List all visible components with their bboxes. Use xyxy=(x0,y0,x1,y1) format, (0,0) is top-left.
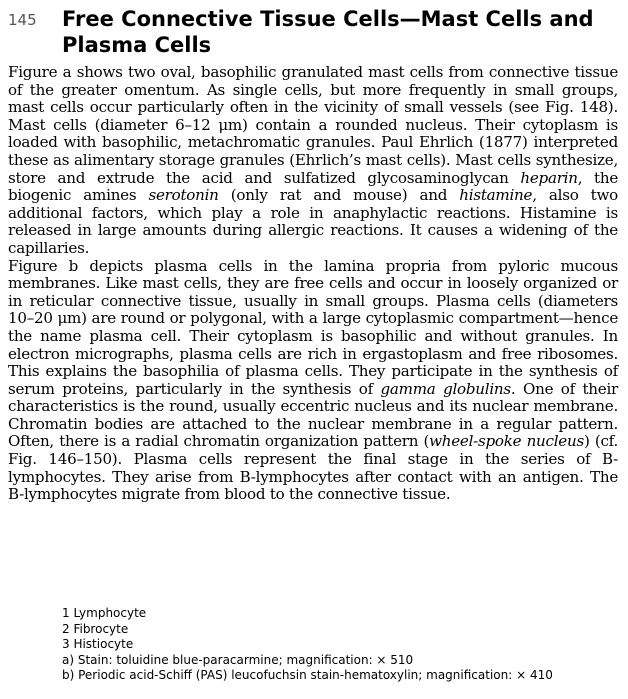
term-serotonin: serotonin xyxy=(149,186,219,204)
legend-item: 2 Fibrocyte xyxy=(62,622,602,638)
figure-number: 145 xyxy=(8,11,37,29)
figure-legend: 1 Lymphocyte 2 Fibrocyte 3 Histiocyte a)… xyxy=(62,606,602,684)
term-wheel-spoke-nucleus: wheel-spoke nucleus xyxy=(429,432,584,450)
paragraph-plasma-cells: Figure b depicts plasma cells in the lam… xyxy=(8,258,618,504)
body-text: Figure a shows two oval, basophilic gran… xyxy=(8,64,618,504)
term-histamine: histamine xyxy=(459,186,532,204)
term-gamma-globulins: gamma globulins xyxy=(381,380,511,398)
paragraph-mast-cells: Figure a shows two oval, basophilic gran… xyxy=(8,64,618,258)
text-run: Figure b depicts plasma cells in the lam… xyxy=(8,257,618,398)
page-title: Free Connective Tissue Cells—Mast Cells … xyxy=(62,6,618,58)
legend-item: 1 Lymphocyte xyxy=(62,606,602,622)
term-heparin: heparin xyxy=(520,169,577,187)
legend-stain-a: a) Stain: toluidine blue-paracarmine; ma… xyxy=(62,653,602,669)
legend-item: 3 Histiocyte xyxy=(62,637,602,653)
legend-stain-b: b) Periodic acid-Schiff (PAS) leucofuchs… xyxy=(62,668,602,684)
text-run: (only rat and mouse) and xyxy=(219,186,460,204)
